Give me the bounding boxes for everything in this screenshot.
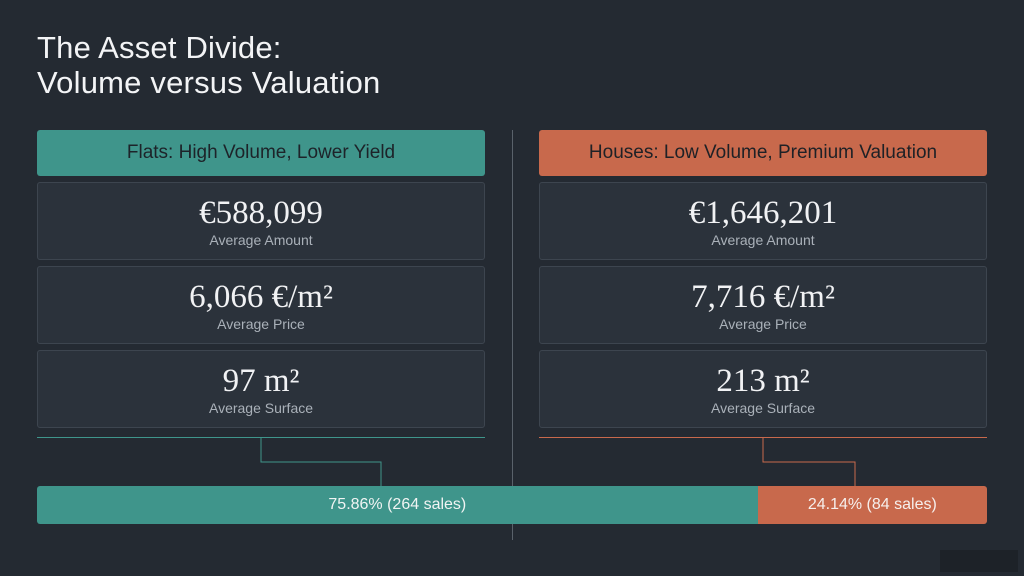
houses-average-amount-value: €1,646,201 bbox=[688, 194, 838, 231]
houses-underline bbox=[539, 437, 987, 438]
flats-share-label: 75.86% (264 sales) bbox=[328, 496, 467, 513]
flats-average-price-card: 6,066 €/m² Average Price bbox=[37, 266, 485, 344]
houses-share-segment: 24.14% (84 sales) bbox=[757, 486, 987, 524]
houses-average-price-card: 7,716 €/m² Average Price bbox=[539, 266, 987, 344]
houses-average-surface-label: Average Surface bbox=[710, 399, 816, 416]
flats-average-amount-label: Average Amount bbox=[209, 231, 313, 248]
title-line-2: Volume versus Valuation bbox=[37, 65, 381, 100]
title-line-1: The Asset Divide: bbox=[37, 30, 282, 65]
flats-share-segment: 75.86% (264 sales) bbox=[37, 486, 758, 524]
flats-underline bbox=[37, 437, 485, 438]
corner-mark bbox=[940, 550, 1018, 572]
houses-average-surface-value: 213 m² bbox=[716, 362, 810, 399]
flats-average-amount-card: €588,099 Average Amount bbox=[37, 182, 485, 260]
flats-average-price-label: Average Price bbox=[217, 315, 305, 332]
flats-header: Flats: High Volume, Lower Yield bbox=[37, 130, 485, 176]
flats-average-surface-card: 97 m² Average Surface bbox=[37, 350, 485, 428]
houses-header: Houses: Low Volume, Premium Valuation bbox=[539, 130, 987, 176]
houses-average-price-value: 7,716 €/m² bbox=[691, 278, 835, 315]
flats-average-price-value: 6,066 €/m² bbox=[189, 278, 333, 315]
houses-average-price-label: Average Price bbox=[719, 315, 807, 332]
flats-connector bbox=[260, 438, 382, 486]
houses-average-amount-label: Average Amount bbox=[711, 231, 815, 248]
houses-average-surface-card: 213 m² Average Surface bbox=[539, 350, 987, 428]
houses-share-label: 24.14% (84 sales) bbox=[807, 496, 937, 513]
page-title: The Asset Divide: Volume versus Valuatio… bbox=[37, 30, 381, 100]
flats-average-amount-value: €588,099 bbox=[199, 194, 323, 231]
houses-connector bbox=[762, 438, 856, 486]
flats-average-surface-value: 97 m² bbox=[222, 362, 300, 399]
flats-average-surface-label: Average Surface bbox=[208, 399, 314, 416]
sales-share-bar: 75.86% (264 sales) 24.14% (84 sales) bbox=[37, 486, 987, 524]
houses-average-amount-card: €1,646,201 Average Amount bbox=[539, 182, 987, 260]
column-divider bbox=[512, 130, 513, 540]
